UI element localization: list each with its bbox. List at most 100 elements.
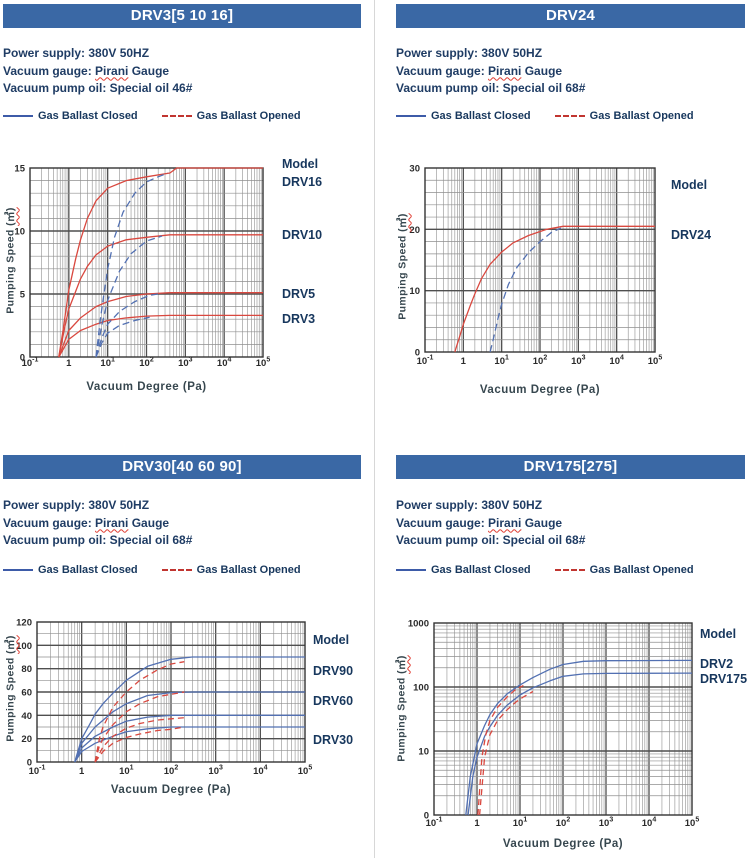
spec-text: Gauge bbox=[128, 515, 170, 530]
legend-dashed-line bbox=[554, 115, 585, 117]
legend-label-opened: Gas Ballast Opened bbox=[589, 564, 694, 576]
model-label-drv275: DRV2 bbox=[700, 657, 734, 671]
svg-text:60: 60 bbox=[21, 688, 32, 699]
svg-text:10: 10 bbox=[14, 227, 25, 238]
model-column-header: Model bbox=[313, 633, 350, 647]
panel-title-bar: DRV175[275] bbox=[396, 455, 745, 479]
svg-text:80: 80 bbox=[21, 664, 32, 675]
spec-vacuum-gauge: Vacuum gauge: Pirani Gauge bbox=[396, 515, 585, 533]
svg-text:Vacuum Degree (Pa): Vacuum Degree (Pa) bbox=[86, 381, 206, 393]
svg-text:120: 120 bbox=[16, 618, 32, 629]
svg-text:20: 20 bbox=[21, 734, 32, 745]
panel-title: DRV175[275] bbox=[523, 458, 618, 475]
spec-list: Power supply: 380V 50HZ Vacuum gauge: Pi… bbox=[396, 45, 585, 98]
svg-text:104: 104 bbox=[642, 817, 657, 830]
legend: Gas Ballast Closed Gas Ballast Opened bbox=[396, 564, 694, 576]
spec-text: Vacuum pump oil: Special oil 68# bbox=[396, 81, 586, 95]
panel-title-bar: DRV30[40 60 90] bbox=[3, 455, 361, 479]
spec-pump-oil: Vacuum pump oil: Special oil 68# bbox=[3, 532, 192, 550]
svg-text:0: 0 bbox=[424, 811, 429, 822]
model-column-header: Model bbox=[282, 157, 319, 171]
spec-list: Power supply: 380V 50HZ Vacuum gauge: Pi… bbox=[3, 497, 192, 550]
spec-list: Power supply: 380V 50HZ Vacuum gauge: Pi… bbox=[3, 45, 192, 98]
model-column-header: Model bbox=[671, 178, 708, 192]
svg-text:101: 101 bbox=[513, 817, 528, 830]
svg-text:102: 102 bbox=[164, 765, 179, 778]
spec-text: Power supply: 380V 50HZ bbox=[3, 498, 150, 512]
model-column-header: Model bbox=[700, 627, 737, 641]
spec-vacuum-gauge: Vacuum gauge: Pirani Gauge bbox=[396, 63, 585, 81]
svg-text:0: 0 bbox=[20, 353, 25, 364]
svg-text:1: 1 bbox=[461, 356, 467, 367]
panel-title: DRV24 bbox=[545, 7, 596, 24]
legend-solid-line bbox=[396, 569, 426, 571]
y-axis-unit: (㎥) bbox=[4, 635, 17, 654]
spec-pump-oil: Vacuum pump oil: Special oil 68# bbox=[396, 80, 585, 98]
spec-power-supply: Power supply: 380V 50HZ bbox=[396, 497, 585, 515]
svg-text:10: 10 bbox=[418, 747, 429, 758]
spec-text: Gauge bbox=[128, 63, 170, 78]
spec-vacuum-gauge: Vacuum gauge: Pirani Gauge bbox=[3, 63, 192, 81]
panel-title: DRV30[40 60 90] bbox=[122, 458, 242, 475]
model-label-drv90: DRV90 bbox=[313, 664, 354, 678]
svg-text:102: 102 bbox=[139, 357, 154, 370]
spellcheck-word: Pirani bbox=[488, 63, 522, 78]
svg-text:100: 100 bbox=[413, 683, 429, 694]
svg-text:Vacuum Degree (Pa): Vacuum Degree (Pa) bbox=[503, 838, 623, 850]
svg-text:102: 102 bbox=[533, 355, 548, 368]
panel-title-bar: DRV24 bbox=[396, 4, 745, 28]
model-label-drv5: DRV5 bbox=[282, 287, 316, 301]
spec-text: Power supply: 380V 50HZ bbox=[396, 46, 543, 60]
spec-text: Vacuum pump oil: Special oil 68# bbox=[3, 533, 193, 547]
y-axis-label: Pumping Speed (㎥) bbox=[3, 599, 18, 779]
spec-power-supply: Power supply: 380V 50HZ bbox=[3, 45, 192, 63]
y-axis-label: Pumping Speed (㎥) bbox=[3, 171, 18, 351]
svg-text:100: 100 bbox=[16, 641, 32, 652]
legend-label-opened: Gas Ballast Opened bbox=[589, 110, 694, 122]
y-axis-label-text: Pumping Speed bbox=[395, 677, 408, 762]
legend-label-closed: Gas Ballast Closed bbox=[38, 564, 138, 576]
y-axis-label: Pumping Speed (㎥) bbox=[394, 619, 409, 799]
spec-pump-oil: Vacuum pump oil: Special oil 68# bbox=[396, 532, 585, 550]
legend-dashed-line bbox=[161, 569, 192, 571]
chart-area: 10-1 1 101 102 103 104 105 0 20 40 60 80 100 120 Vacuu… bbox=[0, 614, 373, 804]
y-axis-label: Pumping Speed (㎥) bbox=[395, 177, 410, 357]
svg-text:104: 104 bbox=[609, 355, 624, 368]
column-divider bbox=[374, 0, 375, 858]
model-label-drv30: DRV30 bbox=[313, 733, 354, 747]
spec-text: Vacuum gauge: bbox=[396, 63, 489, 78]
legend-label-opened: Gas Ballast Opened bbox=[196, 564, 301, 576]
svg-text:1000: 1000 bbox=[408, 619, 429, 630]
y-axis-label-text: Pumping Speed bbox=[4, 657, 17, 742]
svg-text:101: 101 bbox=[100, 357, 115, 370]
svg-text:103: 103 bbox=[599, 817, 614, 830]
svg-text:0: 0 bbox=[415, 348, 420, 359]
y-axis-unit: (㎥) bbox=[396, 213, 409, 232]
spec-text: Vacuum pump oil: Special oil 68# bbox=[396, 533, 586, 547]
svg-text:105: 105 bbox=[685, 817, 700, 830]
spec-text: Gauge bbox=[521, 63, 563, 78]
model-label-drv175: DRV175 bbox=[700, 672, 747, 686]
spellcheck-word: Pirani bbox=[95, 63, 129, 78]
svg-text:40: 40 bbox=[21, 711, 32, 722]
svg-text:101: 101 bbox=[119, 765, 134, 778]
svg-text:101: 101 bbox=[494, 355, 509, 368]
spec-text: Power supply: 380V 50HZ bbox=[396, 498, 543, 512]
legend-label-closed: Gas Ballast Closed bbox=[38, 110, 138, 122]
spec-power-supply: Power supply: 380V 50HZ bbox=[396, 45, 585, 63]
svg-text:103: 103 bbox=[178, 357, 193, 370]
y-axis-label-text: Pumping Speed bbox=[396, 235, 409, 320]
spec-text: Vacuum pump oil: Special oil 46# bbox=[3, 81, 193, 95]
legend-solid-line bbox=[3, 569, 33, 571]
svg-text:104: 104 bbox=[253, 765, 268, 778]
panel-title: DRV3[5 10 16] bbox=[130, 7, 234, 24]
y-axis-unit: (㎥) bbox=[4, 207, 17, 226]
spec-list: Power supply: 380V 50HZ Vacuum gauge: Pi… bbox=[396, 497, 585, 550]
panel-drv30: DRV30[40 60 90] Power supply: 380V 50HZ … bbox=[0, 451, 373, 858]
svg-text:1: 1 bbox=[79, 766, 85, 777]
legend-label-closed: Gas Ballast Closed bbox=[431, 110, 531, 122]
